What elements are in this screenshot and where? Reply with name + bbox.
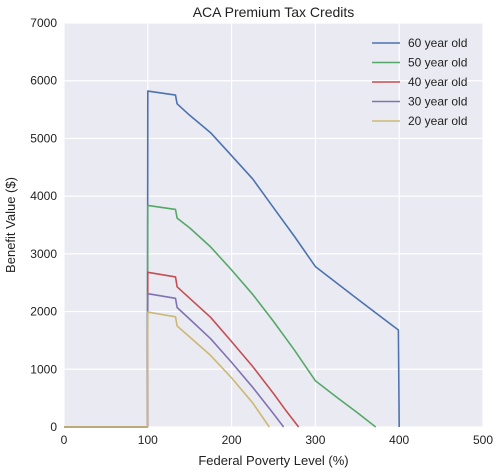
- grid-lines: [63, 22, 484, 428]
- tick-labels: 0 100 200 300 400 500010002000300040005000600…: [30, 16, 493, 447]
- series-line-4: [64, 311, 270, 428]
- x-tick-label: 0: [61, 433, 68, 447]
- x-tick-label: 400: [389, 433, 409, 447]
- legend-label: 20 year old: [408, 114, 467, 128]
- legend-label: 40 year old: [408, 75, 467, 89]
- x-tick-label: 100: [138, 433, 158, 447]
- y-tick-label: 0: [50, 420, 57, 434]
- chart-title: ACA Premium Tax Credits: [193, 4, 355, 20]
- series-lines: [64, 90, 400, 428]
- legend-label: 60 year old: [408, 36, 467, 50]
- y-tick-label: 1000: [30, 362, 57, 376]
- y-tick-label: 7000: [30, 16, 57, 30]
- plot-area: [64, 23, 483, 427]
- series-line-1: [64, 204, 377, 428]
- y-tick-label: 2000: [30, 305, 57, 319]
- x-axis-label: Federal Poverty Level (%): [198, 453, 348, 468]
- legend-label: 50 year old: [408, 56, 467, 70]
- legend-label: 30 year old: [408, 95, 467, 109]
- y-tick-label: 3000: [30, 247, 57, 261]
- x-tick-label: 300: [305, 433, 325, 447]
- x-tick-label: 200: [222, 433, 242, 447]
- y-tick-label: 4000: [30, 189, 57, 203]
- series-line-0: [64, 90, 400, 428]
- y-tick-label: 6000: [30, 74, 57, 88]
- legend: 60 year old 50 year old 40 year old 30 year…: [372, 36, 467, 128]
- y-axis-label: Benefit Value ($): [3, 177, 18, 273]
- y-tick-label: 5000: [30, 131, 57, 145]
- x-tick-label: 500: [473, 433, 493, 447]
